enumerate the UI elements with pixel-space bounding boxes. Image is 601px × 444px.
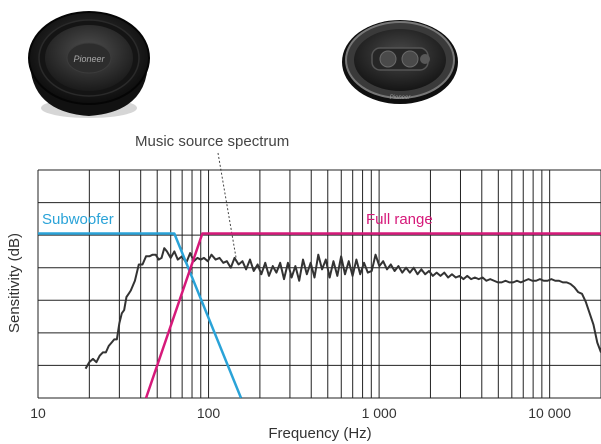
x-axis-label: Frequency (Hz) [268,425,371,442]
spectrum-annotation: Music source spectrum [135,133,289,150]
coaxial-speaker-image: Pioneer [342,20,458,104]
y-axis-label: Sensitivity (dB) [6,233,23,333]
x-tick-label: 100 [197,405,221,421]
x-tick-label: 10 [30,405,46,421]
plot-grid [37,169,601,399]
x-tick-label: 1 000 [362,405,397,421]
x-tick-labels: 10 100 1 000 10 000 [30,405,571,421]
x-tick-label: 10 000 [528,405,571,421]
annotation-leader-line [217,152,237,259]
legend-subwoofer: Subwoofer [42,211,114,228]
legend-full-range: Full range [366,211,433,228]
subwoofer-image: Pioneer [28,11,150,118]
music-source-spectrum-line [84,247,601,370]
subwoofer-brand-logo: Pioneer [73,54,105,64]
subwoofer-line [38,232,243,398]
coaxial-brand-logo: Pioneer [390,95,412,101]
plot-series [38,232,601,398]
full-range-line [144,232,601,398]
